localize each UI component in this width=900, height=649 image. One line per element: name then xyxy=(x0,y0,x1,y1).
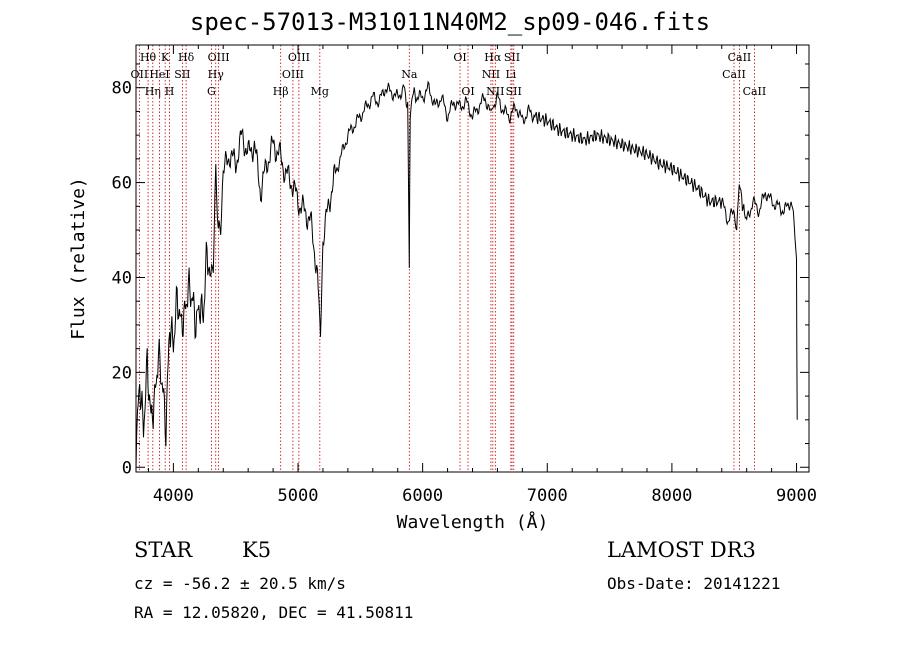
line-label-24: CaII xyxy=(722,68,746,81)
line-label-14: Mg xyxy=(311,85,329,98)
x-tick-label-0: 4000 xyxy=(153,486,194,506)
line-label-22: SII xyxy=(504,51,520,64)
line-label-11: Hβ xyxy=(273,85,289,98)
object-subclass: K5 xyxy=(242,538,272,562)
x-tick-label-3: 7000 xyxy=(527,486,568,506)
line-label-9: OIII xyxy=(208,51,230,64)
line-label-23: SII xyxy=(506,85,522,98)
line-label-17: OI xyxy=(461,85,474,98)
x-tick-label-2: 6000 xyxy=(402,486,443,506)
y-tick-label-0: 0 xyxy=(122,458,132,478)
line-label-19: Hα xyxy=(484,51,502,64)
line-label-12: OIII xyxy=(282,68,304,81)
line-label-10: Hγ xyxy=(208,68,225,81)
line-label-16: OI xyxy=(453,51,466,64)
line-label-15: Na xyxy=(401,68,418,81)
line-label-21: Li xyxy=(505,68,516,81)
spectral-line-markers: Hθ OII Hη HeI K H SII Hδ G OIII Hγ Hβ OIII OIII Mg Na OI… xyxy=(131,45,767,472)
flux-series-0 xyxy=(135,80,798,469)
plot-frame xyxy=(135,44,810,473)
line-label-5: H xyxy=(165,85,175,98)
line-label-26: CaII xyxy=(743,85,767,98)
y-tick-label-3: 60 xyxy=(112,174,132,194)
y-tick-label-4: 80 xyxy=(112,79,132,99)
line-label-3: HeI xyxy=(149,68,169,81)
line-label-2: Hη xyxy=(145,85,161,98)
redshift-text: cz = -56.2 ± 20.5 km/s xyxy=(134,574,346,593)
line-label-20: NII xyxy=(486,85,504,98)
chart-title: spec-57013-M31011N40M2_sp09-046.fits xyxy=(189,8,711,36)
line-label-6: SII xyxy=(174,68,190,81)
line-label-4: K xyxy=(161,51,170,64)
x-tick-label-5: 9000 xyxy=(776,486,817,506)
series-layer xyxy=(135,80,798,469)
line-label-0: Hθ xyxy=(140,51,157,64)
survey-name: LAMOST DR3 xyxy=(607,538,756,562)
x-axis-label: Wavelength (Å) xyxy=(397,511,549,533)
y-axis-label: Flux (relative) xyxy=(68,177,89,340)
line-label-1: OII xyxy=(131,68,149,81)
axis-labels: Wavelength (Å) Flux (relative) xyxy=(68,177,548,533)
axis-ticks: 4000 5000 6000 7000 8000 9000 0 20 40 60 80 xyxy=(112,45,817,506)
line-label-25: CaII xyxy=(728,51,752,64)
x-tick-label-4: 8000 xyxy=(651,486,692,506)
object-class: STAR xyxy=(134,538,193,562)
coordinates: RA = 12.05820, DEC = 41.50811 xyxy=(134,603,414,622)
y-tick-label-1: 20 xyxy=(112,363,132,383)
line-label-8: G xyxy=(207,85,216,98)
x-tick-label-1: 5000 xyxy=(278,486,319,506)
line-label-13: OIII xyxy=(288,51,310,64)
line-label-18: NII xyxy=(482,68,500,81)
y-tick-label-2: 40 xyxy=(112,268,132,288)
line-label-7: Hδ xyxy=(178,51,195,64)
obs-date: Obs-Date: 20141221 xyxy=(607,574,781,593)
